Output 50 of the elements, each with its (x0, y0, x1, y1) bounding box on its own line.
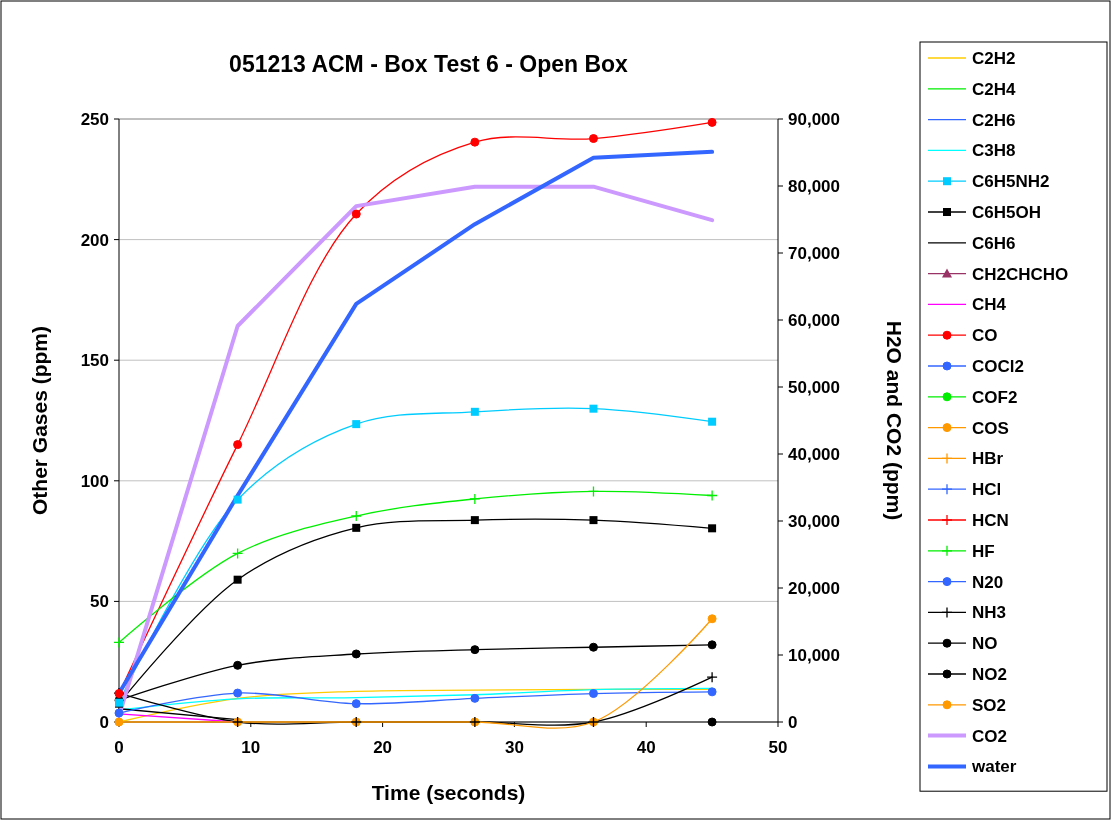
y2-tick-label: 0 (788, 713, 798, 732)
y-tick-label: 200 (80, 230, 109, 250)
y2-tick-label: 30,000 (788, 512, 840, 531)
y2-tick-label: 40,000 (788, 445, 840, 464)
x-tick-label: 10 (241, 738, 261, 757)
chart-title: 051213 ACM - Box Test 6 - Open Box (229, 51, 629, 77)
legend-label: HCl (972, 480, 1002, 500)
legend-label: C2H2 (972, 49, 1016, 68)
legend-label: HBr (972, 449, 1004, 469)
y2-tick-label: 50,000 (788, 378, 840, 397)
y-tick-label: 100 (80, 471, 109, 491)
legend-label: CH2CHCHO (972, 264, 1069, 284)
y2-tick-label: 90,000 (788, 110, 840, 129)
y-axis-title: Other Gases (ppm) (28, 325, 51, 516)
x-tick-label: 0 (114, 738, 124, 757)
legend-label: CH4 (972, 295, 1007, 315)
legend-label: C6H5NH2 (972, 172, 1050, 192)
legend-label: C2H4 (972, 79, 1017, 99)
y2-tick-label: 10,000 (788, 646, 840, 665)
y-tick-label: 50 (90, 592, 109, 612)
y2-tick-label: 20,000 (788, 579, 840, 598)
x-tick-label: 40 (636, 738, 656, 757)
x-tick-label: 30 (504, 738, 524, 757)
y2-tick-label: 70,000 (788, 244, 840, 263)
legend-label: N20 (972, 572, 1004, 592)
legend-label: NO (972, 634, 998, 654)
y-tick-label: 0 (99, 713, 109, 732)
x-tick-label: 50 (768, 738, 788, 757)
legend-label: COF2 (972, 387, 1018, 407)
legend-label: HF (972, 541, 995, 561)
legend-label: C2H6 (972, 110, 1016, 130)
y2-tick-label: 60,000 (788, 311, 840, 330)
legend-label: CO (972, 326, 998, 346)
legend-label: C6H5OH (972, 203, 1041, 222)
legend-label: CO2 (972, 726, 1007, 746)
legend-label: C3H8 (972, 141, 1016, 161)
x-tick-label: 20 (373, 738, 393, 757)
legend-label: NH3 (972, 603, 1007, 623)
legend-label: NO2 (972, 665, 1007, 684)
y-tick-label: 150 (80, 351, 109, 371)
y2-tick-label: 80,000 (788, 177, 840, 196)
legend-label: C6H6 (972, 233, 1016, 253)
x-axis-title: Time (seconds) (371, 781, 526, 804)
legend-label: COCl2 (972, 357, 1024, 376)
y2-axis-title: H2O and CO2 (ppm) (883, 320, 906, 521)
legend-label: COS (972, 418, 1009, 438)
legend-label: HCN (972, 511, 1009, 530)
legend-label: SO2 (972, 695, 1007, 715)
y-tick-label: 250 (80, 110, 109, 129)
legend-label: water (971, 757, 1017, 777)
